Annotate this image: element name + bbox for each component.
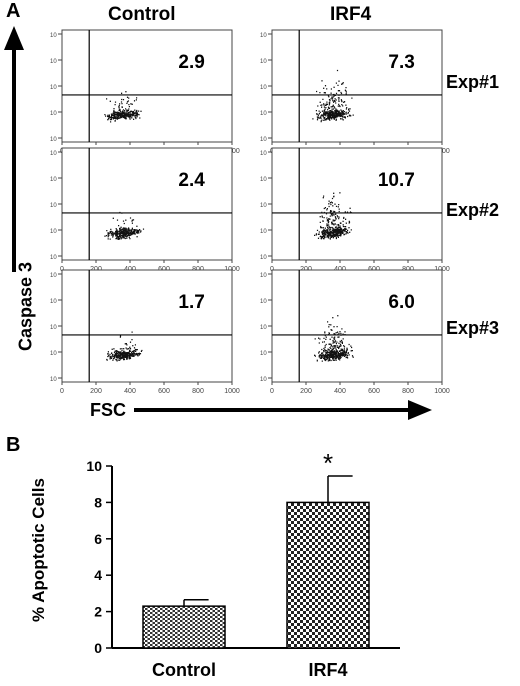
y-tick-label: 2	[94, 604, 102, 620]
plot-frame	[271, 269, 443, 383]
x-tick-label: 0	[60, 388, 64, 395]
x-tick-label: 1000	[224, 388, 240, 395]
x-category-label: Control	[152, 660, 216, 680]
panel-a-letter: A	[6, 0, 21, 22]
bar-y-axis-label: % Apoptotic Cells	[29, 478, 48, 622]
y-tick-label: 10	[50, 111, 57, 117]
y-tick-label: 10	[86, 458, 102, 474]
y-tick-label: 10	[50, 351, 57, 357]
x-tick-label: 600	[368, 388, 380, 395]
y-tick-label: 10	[260, 177, 267, 183]
x-tick-label: 400	[124, 388, 136, 395]
event-dots	[104, 91, 142, 123]
gate-percentage: 6.0	[388, 292, 414, 313]
gate-percentage: 10.7	[378, 170, 415, 191]
y-tick-label: 10	[50, 85, 57, 91]
y-tick-label: 10	[260, 273, 267, 279]
event-dots	[314, 192, 352, 240]
caspase-axis-label: Caspase 3	[15, 261, 36, 352]
x-tick-label: 800	[192, 388, 204, 395]
x-tick-label: 200	[300, 388, 312, 395]
gate-percentage: 7.3	[388, 52, 414, 73]
y-tick-label: 4	[94, 567, 102, 583]
x-tick-label: 600	[158, 388, 170, 395]
column-header-control: Control	[108, 4, 176, 25]
flow-cytometry-panels: 1010101010020040060080010002.91010101010…	[4, 26, 450, 420]
y-tick-label: 10	[260, 255, 267, 261]
bar-irf4	[286, 501, 370, 649]
y-tick-label: 10	[260, 33, 267, 39]
y-tick-label: 10	[50, 151, 57, 157]
x-tick-label: 200	[90, 388, 102, 395]
gate-percentage: 2.9	[178, 52, 204, 73]
y-tick-label: 10	[50, 255, 57, 261]
x-tick-label: 400	[334, 388, 346, 395]
plot-frame	[61, 29, 233, 143]
x-tick-label: 800	[402, 388, 414, 395]
panel-b-letter: B	[6, 434, 21, 456]
exp-label-3: Exp#3	[446, 318, 500, 338]
y-tick-label: 10	[260, 203, 267, 209]
y-tick-label: 10	[50, 377, 57, 383]
x-category-label: IRF4	[308, 660, 347, 680]
event-dots	[314, 315, 354, 362]
plot-frame	[61, 269, 233, 383]
fsc-arrow-head	[408, 400, 432, 420]
y-tick-label: 10	[260, 59, 267, 65]
flow-plot-1-irf4: 1010101010020040060080010007.3	[260, 29, 450, 155]
y-tick-label: 10	[50, 203, 57, 209]
fsc-axis-label: FSC	[90, 400, 126, 420]
y-tick-label: 10	[50, 177, 57, 183]
event-dots	[104, 211, 145, 240]
y-tick-label: 10	[50, 59, 57, 65]
y-tick-label: 10	[260, 111, 267, 117]
y-tick-label: 10	[260, 325, 267, 331]
significance-star: *	[323, 448, 333, 478]
x-tick-label: 1000	[434, 388, 450, 395]
y-tick-label: 10	[260, 137, 267, 143]
y-tick-label: 8	[94, 494, 102, 510]
plot-frame	[61, 147, 233, 261]
plot-frame	[271, 29, 443, 143]
x-tick-label: 0	[270, 388, 274, 395]
flow-plot-1-control: 1010101010020040060080010002.9	[50, 29, 240, 155]
event-dots	[106, 331, 143, 362]
plot-frame	[271, 147, 443, 261]
gate-percentage: 2.4	[178, 170, 205, 191]
exp-label-2: Exp#2	[446, 200, 500, 220]
event-dots	[312, 69, 354, 123]
flow-plot-2-control: 1010101010020040060080010002.4	[50, 147, 240, 273]
y-tick-label: 0	[94, 640, 102, 656]
y-tick-label: 10	[50, 299, 57, 305]
exp-label-1: Exp#1	[446, 72, 500, 92]
y-tick-label: 10	[50, 325, 57, 331]
gate-percentage: 1.7	[178, 292, 204, 313]
flow-plot-2-irf4: 10101010100200400600800100010.7	[260, 147, 450, 273]
y-tick-label: 6	[94, 531, 102, 547]
y-tick-label: 10	[50, 137, 57, 143]
y-tick-label: 10	[260, 351, 267, 357]
bar-control	[142, 605, 226, 649]
column-header-irf4: IRF4	[330, 4, 372, 25]
caspase-arrow-head	[4, 26, 24, 50]
y-tick-label: 10	[50, 273, 57, 279]
apoptosis-bar-chart: % Apoptotic Cells 0 2 4 6 8 10 Control * IRF4	[29, 448, 400, 680]
y-tick-label: 10	[260, 85, 267, 91]
y-tick-label: 10	[260, 377, 267, 383]
y-tick-label: 10	[260, 299, 267, 305]
y-tick-label: 10	[260, 229, 267, 235]
y-tick-label: 10	[50, 33, 57, 39]
y-tick-label: 10	[50, 229, 57, 235]
y-tick-label: 10	[260, 151, 267, 157]
